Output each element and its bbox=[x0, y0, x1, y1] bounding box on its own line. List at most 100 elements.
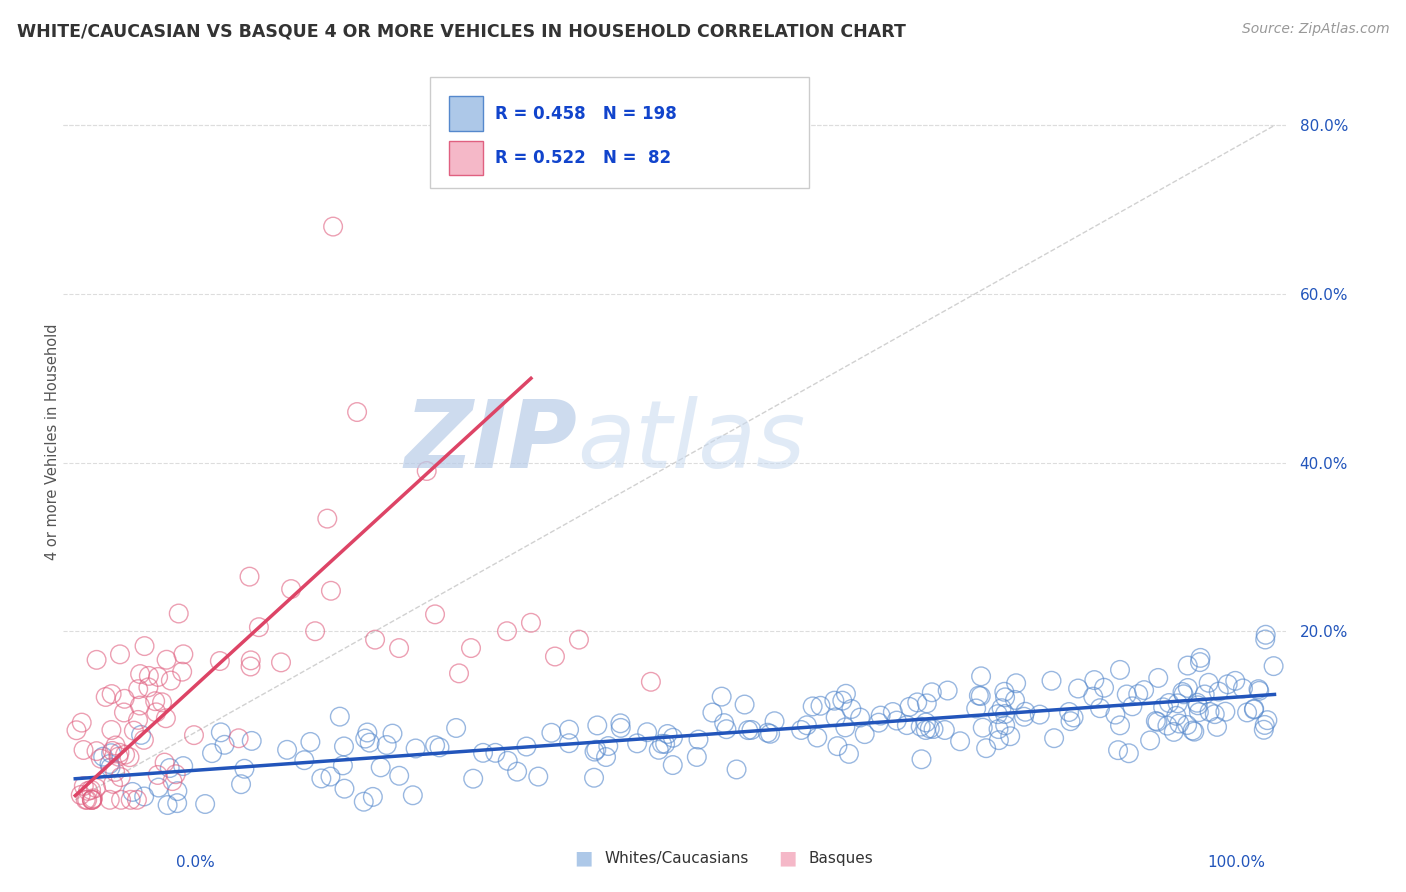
Text: atlas: atlas bbox=[576, 396, 806, 487]
Point bbox=[790, 723, 813, 737]
Point bbox=[90, 751, 112, 765]
Point bbox=[329, 709, 352, 723]
Point bbox=[104, 764, 127, 779]
Point bbox=[100, 687, 122, 701]
Point bbox=[127, 713, 149, 727]
Point bbox=[280, 582, 302, 596]
Point bbox=[423, 739, 446, 753]
Point bbox=[496, 624, 519, 639]
Point bbox=[713, 716, 735, 731]
Text: R = 0.458   N = 198: R = 0.458 N = 198 bbox=[495, 105, 676, 123]
Text: 100.0%: 100.0% bbox=[1208, 855, 1265, 870]
Point bbox=[1254, 718, 1277, 732]
Point bbox=[558, 723, 581, 737]
Point bbox=[558, 736, 581, 750]
Point bbox=[1000, 729, 1022, 743]
Point bbox=[987, 733, 1010, 747]
Point bbox=[1109, 663, 1132, 677]
Point bbox=[1225, 673, 1247, 688]
Point bbox=[1012, 710, 1035, 724]
Point bbox=[146, 768, 169, 782]
Point bbox=[114, 691, 136, 706]
FancyBboxPatch shape bbox=[449, 96, 482, 131]
Point bbox=[155, 653, 177, 667]
Point bbox=[209, 725, 232, 739]
Point bbox=[229, 777, 252, 791]
Point bbox=[763, 714, 786, 729]
Point bbox=[1182, 724, 1205, 739]
Point bbox=[1188, 705, 1211, 719]
Point bbox=[100, 761, 122, 775]
Point bbox=[1115, 688, 1137, 702]
Point bbox=[661, 758, 683, 772]
Point bbox=[129, 698, 152, 713]
Point bbox=[806, 731, 828, 745]
Point bbox=[1157, 696, 1180, 710]
Point bbox=[598, 739, 620, 753]
Point bbox=[239, 659, 262, 673]
Point bbox=[172, 648, 194, 662]
Point bbox=[1198, 675, 1220, 690]
Point bbox=[1067, 681, 1090, 696]
Point bbox=[1092, 681, 1115, 695]
Point bbox=[1177, 658, 1199, 673]
Point bbox=[429, 740, 451, 755]
Point bbox=[662, 731, 685, 745]
Point bbox=[1236, 706, 1258, 720]
Point bbox=[69, 788, 91, 802]
Point bbox=[636, 725, 658, 739]
Point bbox=[1253, 723, 1275, 737]
Point bbox=[167, 607, 190, 621]
Point bbox=[506, 764, 529, 779]
Point bbox=[101, 744, 124, 758]
Point bbox=[801, 699, 824, 714]
Point bbox=[1118, 746, 1140, 760]
Point bbox=[333, 739, 356, 754]
Point bbox=[160, 673, 183, 688]
Point bbox=[1059, 714, 1081, 728]
Point bbox=[183, 728, 205, 742]
Point bbox=[1083, 690, 1105, 704]
Point bbox=[583, 771, 606, 785]
Point bbox=[586, 718, 609, 732]
Point bbox=[824, 710, 846, 724]
Point bbox=[80, 793, 103, 807]
Point bbox=[346, 405, 368, 419]
Point bbox=[98, 757, 121, 772]
Point bbox=[993, 685, 1015, 699]
Point bbox=[834, 720, 856, 734]
Point bbox=[1188, 655, 1211, 669]
Point bbox=[316, 511, 339, 525]
Point bbox=[353, 795, 375, 809]
Point bbox=[1249, 683, 1271, 698]
Point bbox=[725, 763, 748, 777]
Point bbox=[918, 722, 941, 736]
Point bbox=[402, 789, 425, 803]
Point bbox=[520, 615, 543, 630]
Point bbox=[65, 723, 87, 738]
Point bbox=[121, 785, 143, 799]
Point bbox=[853, 727, 876, 741]
Point bbox=[651, 737, 673, 751]
Point bbox=[1243, 702, 1265, 716]
Point bbox=[609, 716, 631, 731]
Text: WHITE/CAUCASIAN VS BASQUE 4 OR MORE VEHICLES IN HOUSEHOLD CORRELATION CHART: WHITE/CAUCASIAN VS BASQUE 4 OR MORE VEHI… bbox=[17, 22, 905, 40]
Point bbox=[359, 736, 381, 750]
Point bbox=[319, 770, 342, 784]
Point bbox=[134, 789, 156, 804]
Point bbox=[496, 754, 519, 768]
Point bbox=[1104, 707, 1126, 722]
Point bbox=[75, 793, 97, 807]
Point bbox=[1156, 719, 1178, 733]
Point bbox=[460, 641, 482, 656]
Point bbox=[155, 711, 177, 725]
Point bbox=[86, 653, 108, 667]
Point bbox=[654, 737, 676, 751]
Point bbox=[1043, 731, 1066, 746]
Point bbox=[1215, 705, 1237, 719]
Point bbox=[76, 793, 98, 807]
Point bbox=[882, 705, 904, 719]
Point bbox=[1144, 714, 1167, 728]
Text: Source: ZipAtlas.com: Source: ZipAtlas.com bbox=[1241, 22, 1389, 37]
Point bbox=[568, 632, 591, 647]
